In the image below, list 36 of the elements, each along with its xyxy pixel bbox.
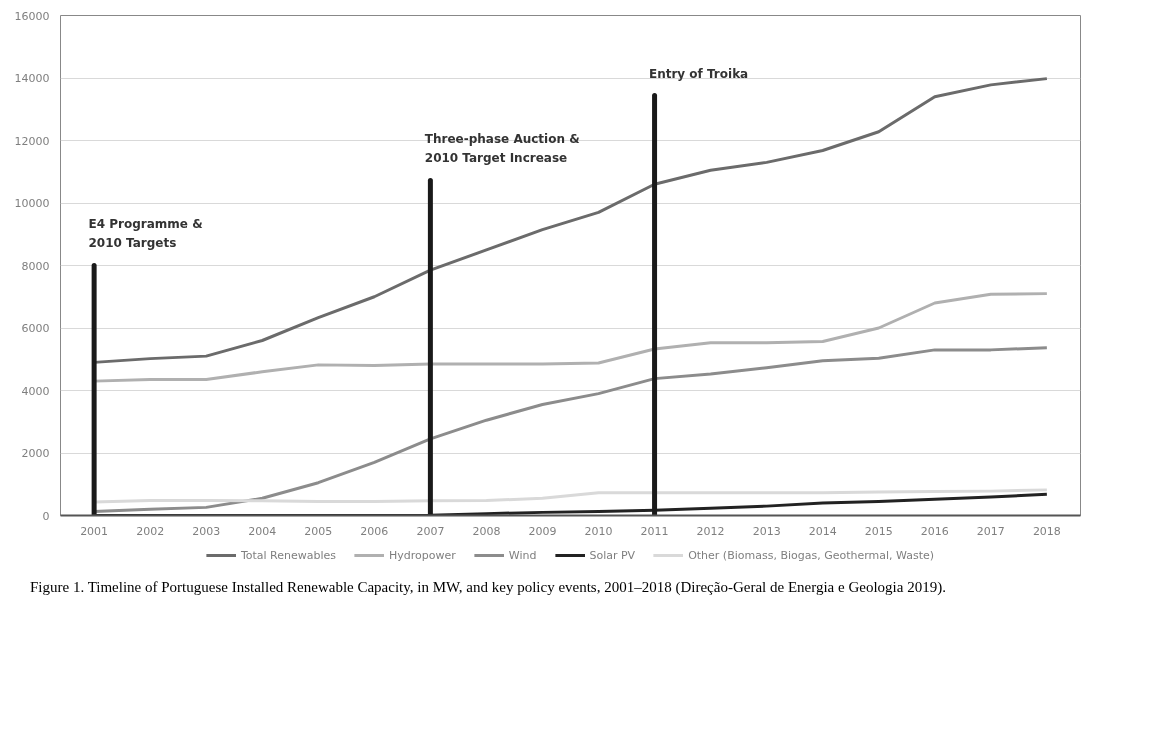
x-tick-label: 2016: [920, 524, 949, 538]
y-tick-label: 0: [42, 509, 50, 523]
x-tick-label: 2007: [416, 524, 445, 538]
legend-label: Wind: [508, 548, 537, 562]
ref-line-label: Three-phase Auction & 2010 Target Increase: [424, 131, 580, 166]
x-tick-label: 2011: [640, 524, 669, 538]
y-tick-label: 2000: [21, 447, 50, 460]
y-tick-label: 10000: [14, 197, 50, 210]
y-tick-label: 6000: [21, 322, 50, 335]
y-tick-label: 14000: [14, 72, 50, 85]
caption: Figure 1. Timeline of Portuguese Installed Renewable Capacity, in MW, and key policy events, 2001–2018 (Direção-Geral de Energia e Geologia 2019).: [30, 578, 946, 597]
legend-label: Other (Biomass, Biogas, Geothermal, Waste): [688, 548, 935, 562]
ref-line-label: E4 Programme & 2010 Targets: [88, 216, 203, 251]
x-tick-label: 2002: [136, 524, 165, 538]
x-tick-label: 2013: [752, 524, 781, 538]
x-tick-label: 2006: [360, 524, 389, 538]
x-tick-label: 2015: [864, 524, 893, 538]
y-tick-label: 12000: [14, 134, 50, 148]
x-tick-label: 2017: [976, 524, 1005, 538]
x-tick-label: 2009: [528, 524, 557, 538]
legend-label: Solar PV: [589, 548, 636, 562]
x-tick-label: 2014: [808, 524, 837, 538]
x-tick-label: 2001: [80, 524, 109, 538]
x-tick-label: 2004: [248, 524, 277, 538]
y-tick-label: 4000: [21, 384, 50, 398]
x-tick-label: 2018: [1032, 524, 1061, 538]
x-tick-label: 2003: [192, 524, 221, 538]
y-tick-label: 8000: [21, 259, 50, 273]
x-tick-label: 2008: [472, 524, 501, 538]
ref-line-label: Entry of Troika: [648, 66, 749, 81]
x-tick-label: 2010: [584, 524, 613, 538]
x-tick-label: 2012: [696, 524, 725, 538]
x-tick-label: 2005: [304, 524, 333, 538]
y-tick-label: 16000: [14, 9, 50, 23]
legend-label: Hydropower: [389, 548, 456, 562]
legend-label: Total Renewables: [240, 548, 337, 562]
